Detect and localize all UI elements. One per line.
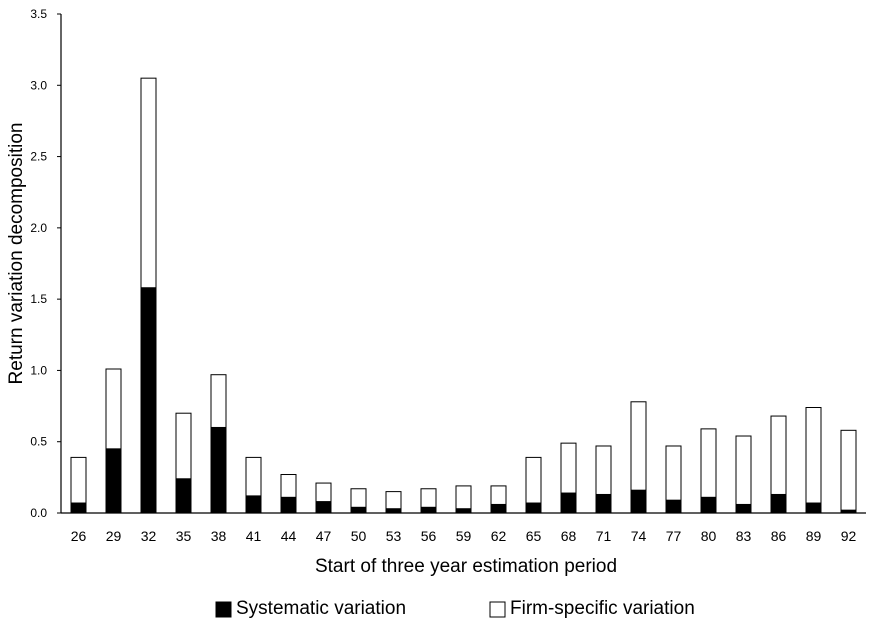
- bar-segment-firm-specific: [105, 368, 122, 450]
- bar-segment-firm-specific: [630, 401, 647, 491]
- legend-label-systematic: Systematic variation: [236, 598, 406, 619]
- x-tick-label: 26: [71, 528, 87, 544]
- bar-segment-firm-specific: [315, 482, 332, 503]
- x-tick-label: 89: [806, 528, 822, 544]
- x-tick-label: 80: [701, 528, 717, 544]
- x-axis-title: Start of three year estimation period: [315, 556, 617, 577]
- bar-segment-firm-specific: [385, 491, 402, 510]
- x-tick-label: 41: [246, 528, 262, 544]
- bar-segment-firm-specific: [350, 488, 367, 508]
- bar-segment-systematic: [70, 502, 87, 514]
- bar-segment-firm-specific: [595, 445, 612, 495]
- x-tick-label: 59: [456, 528, 472, 544]
- bar-segment-systematic: [210, 426, 227, 514]
- axes-group: 26 29 32 35 38 41 44 47 50 53 56 59 62 65 68 71 74 77 80 83…: [30, 7, 866, 544]
- bar-segment-systematic: [630, 489, 647, 514]
- bar-segment-firm-specific: [560, 442, 577, 494]
- bar-segment-systematic: [175, 478, 192, 514]
- bar-segment-systematic: [735, 503, 752, 514]
- x-tick-label: 47: [316, 528, 332, 544]
- y-tick-label: 0.5: [30, 435, 47, 449]
- legend-swatch-systematic: [215, 601, 232, 618]
- y-axis-title: Return variation decomposition: [6, 123, 27, 385]
- bar-segment-systematic: [315, 501, 332, 514]
- bar-segment-firm-specific: [70, 456, 87, 504]
- x-tick-label: 92: [841, 528, 857, 544]
- x-tick-label: 62: [491, 528, 507, 544]
- y-tick-label: 1.5: [30, 292, 47, 306]
- x-tick-label: 53: [386, 528, 402, 544]
- bar-segment-systematic: [595, 493, 612, 514]
- x-tick-label: 35: [176, 528, 192, 544]
- x-tick-label: 44: [281, 528, 297, 544]
- bar-segment-firm-specific: [840, 429, 857, 511]
- x-tick-label: 65: [526, 528, 542, 544]
- bar-segment-firm-specific: [455, 485, 472, 510]
- legend-label-firm-specific: Firm-specific variation: [510, 598, 695, 619]
- x-tick-label: 38: [211, 528, 227, 544]
- y-tick-label: 0.0: [30, 506, 47, 520]
- bar-segment-systematic: [770, 493, 787, 514]
- bar-segment-systematic: [140, 287, 157, 514]
- bar-segment-systematic: [525, 502, 542, 514]
- bar-segment-firm-specific: [140, 77, 157, 289]
- y-tick-label: 1.0: [30, 363, 47, 377]
- bar-segment-systematic: [420, 506, 437, 514]
- x-tick-label: 56: [421, 528, 437, 544]
- legend-swatch-firm-specific: [489, 601, 506, 618]
- bar-segment-systematic: [245, 495, 262, 514]
- bar-segment-systematic: [105, 448, 122, 514]
- x-tick-label: 32: [141, 528, 157, 544]
- y-tick-label: 2.5: [30, 150, 47, 164]
- bar-segment-firm-specific: [175, 412, 192, 480]
- bar-segment-systematic: [385, 508, 402, 514]
- bar-segment-systematic: [805, 502, 822, 514]
- x-tick-label: 71: [596, 528, 612, 544]
- bar-segment-firm-specific: [420, 488, 437, 508]
- y-tick-label: 3.5: [30, 7, 47, 21]
- bar-segment-firm-specific: [700, 428, 717, 498]
- bar-segment-systematic: [560, 492, 577, 514]
- y-tick-label: 2.0: [30, 221, 47, 235]
- bar-segment-systematic: [490, 503, 507, 514]
- bar-segment-firm-specific: [805, 407, 822, 504]
- legend: Systematic variation Firm-specific varia…: [215, 598, 695, 619]
- x-tick-label: 29: [106, 528, 122, 544]
- bar-segment-firm-specific: [210, 374, 227, 428]
- bar-segment-firm-specific: [770, 415, 787, 495]
- x-tick-label: 83: [736, 528, 752, 544]
- bar-segment-systematic: [350, 506, 367, 514]
- bar-segment-systematic: [280, 496, 297, 514]
- bar-segment-systematic: [700, 496, 717, 514]
- bar-segment-systematic: [455, 508, 472, 514]
- bar-segment-firm-specific: [280, 474, 297, 498]
- bar-segment-firm-specific: [525, 456, 542, 504]
- y-tick-label: 3.0: [30, 78, 47, 92]
- bar-segment-firm-specific: [245, 456, 262, 497]
- bar-segment-firm-specific: [735, 435, 752, 505]
- bar-segment-systematic: [665, 499, 682, 514]
- x-tick-label: 74: [631, 528, 647, 544]
- x-tick-label: 68: [561, 528, 577, 544]
- x-tick-label: 50: [351, 528, 367, 544]
- x-tick-label: 86: [771, 528, 787, 544]
- x-tick-label: 77: [666, 528, 682, 544]
- bar-segment-firm-specific: [665, 445, 682, 501]
- bars-group: [70, 77, 857, 514]
- bar-segment-firm-specific: [490, 485, 507, 505]
